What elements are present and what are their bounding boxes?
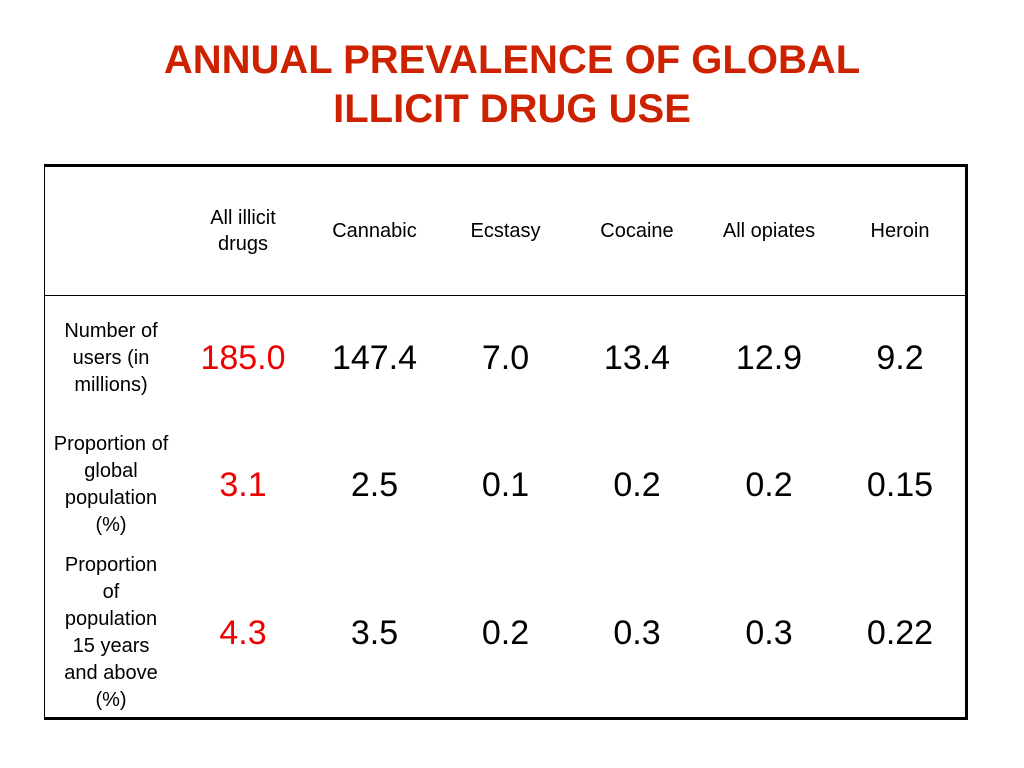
cell-heroin: 9.2 (876, 338, 924, 377)
row-label-number-of-users: Number of users (in millions) (64, 319, 158, 396)
prevalence-table-frame: All illicit drugs Cannabic Ecstasy Cocai… (44, 164, 968, 720)
cell-ecstasy: 0.2 (481, 613, 530, 652)
header-ecstasy: Ecstasy (440, 167, 571, 296)
row-label-proportion-global: Proportion of global population (%) (53, 433, 169, 536)
cell-heroin: 0.22 (866, 613, 934, 652)
slide-title-line-2: ILLICIT DRUG USE (333, 87, 691, 131)
cell-cannabic: 2.5 (350, 465, 399, 504)
cell-all-opiates: 12.9 (735, 338, 803, 377)
cell-ecstasy: 0.1 (481, 465, 530, 504)
cell-cannabic: 3.5 (350, 613, 399, 652)
header-all-illicit-drugs: All illicit drugs (177, 167, 309, 296)
cell-cocaine: 0.2 (613, 465, 661, 504)
header-heroin: Heroin (835, 167, 965, 296)
cell-all-opiates: 0.2 (745, 465, 793, 504)
cell-all-opiates: 0.3 (745, 613, 793, 652)
table-row: Number of users (in millions) 185.0 147.… (45, 295, 965, 421)
cell-cannabic: 147.4 (331, 338, 418, 377)
row-label-proportion-15-plus: Proportion of population 15 years and ab… (64, 554, 158, 711)
cell-heroin: 0.15 (866, 465, 934, 504)
table-header-row: All illicit drugs Cannabic Ecstasy Cocai… (45, 167, 965, 296)
header-cocaine: Cocaine (571, 167, 703, 296)
prevalence-table: All illicit drugs Cannabic Ecstasy Cocai… (45, 167, 965, 717)
cell-cocaine: 0.3 (613, 613, 661, 652)
slide-title-line-1: ANNUAL PREVALENCE OF GLOBAL (163, 38, 861, 82)
cell-all-illicit-drugs: 185.0 (200, 338, 286, 377)
slide-title: ANNUAL PREVALENCE OF GLOBAL ILLICIT DRUG… (0, 36, 1024, 134)
header-cannabic: Cannabic (309, 167, 440, 296)
cell-all-illicit-drugs: 4.3 (219, 613, 267, 652)
cell-ecstasy: 7.0 (481, 338, 530, 377)
cell-cocaine: 13.4 (603, 338, 671, 377)
table-row: Proportion of global population (%) 3.1 … (45, 421, 965, 549)
table-row: Proportion of population 15 years and ab… (45, 549, 965, 717)
header-all-opiates: All opiates (703, 167, 835, 296)
header-corner-cell (45, 167, 177, 296)
cell-all-illicit-drugs: 3.1 (219, 465, 267, 504)
